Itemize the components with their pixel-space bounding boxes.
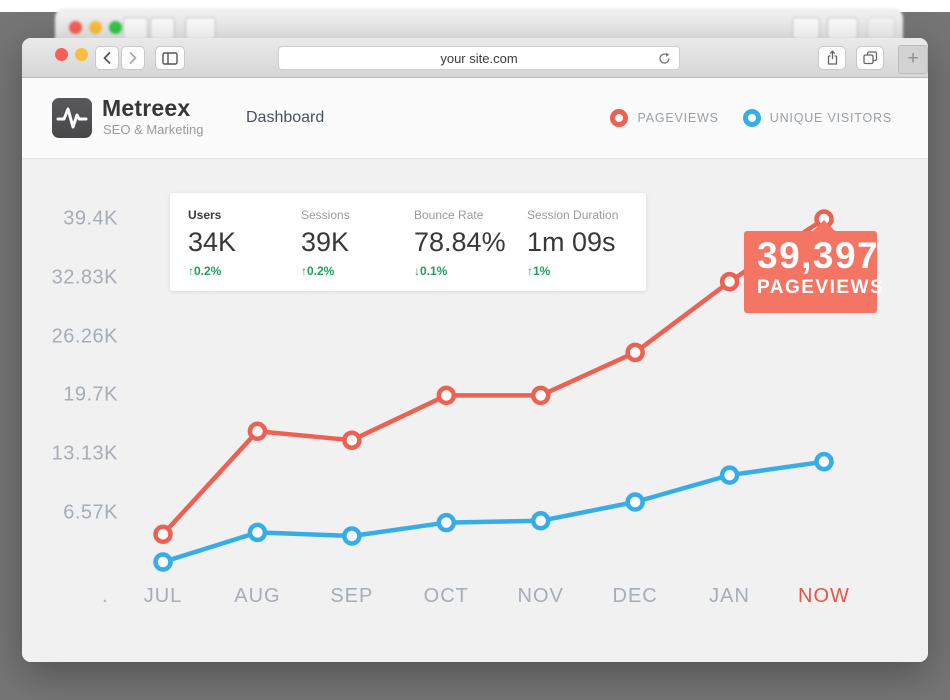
line-chart-plot	[153, 209, 834, 572]
chart-legend: PAGEVIEWS UNIQUE VISITORS	[610, 78, 892, 158]
background-traffic-lights	[69, 21, 122, 34]
legend-label: PAGEVIEWS	[637, 111, 719, 125]
close-icon	[69, 21, 82, 34]
stats-card: Users 34K ↑0.2% Sessions 39K ↑0.2% Bounce Rate…	[170, 193, 646, 291]
new-tab-button	[867, 17, 895, 40]
y-axis-tick: 32.83K	[51, 266, 118, 289]
data-point[interactable]	[342, 430, 362, 450]
metreex-logo	[52, 98, 92, 138]
back-button	[123, 17, 148, 40]
stat-bounce-rate: Bounce Rate 78.84% ↓0.1%	[414, 208, 527, 291]
series-line-pageviews	[160, 216, 827, 537]
browser-toolbar: your site.com +	[22, 38, 928, 78]
data-point[interactable]	[247, 522, 268, 543]
sidebar-icon	[162, 51, 178, 65]
tabs-button	[827, 17, 858, 40]
y-axis-tick: 26.26K	[51, 325, 118, 348]
tooltip-label: PAGEVIEWS	[757, 276, 885, 298]
series-line-unique-visitors	[160, 459, 827, 565]
y-axis-tick: 39.4K	[63, 207, 118, 230]
data-point[interactable]	[814, 451, 834, 472]
close-icon[interactable]	[55, 48, 68, 61]
stat-users: Users 34K ↑0.2%	[188, 208, 301, 291]
refresh-icon	[659, 52, 670, 64]
x-axis-label-dec: DEC	[612, 585, 658, 607]
data-point[interactable]	[625, 492, 645, 512]
share-button	[792, 17, 820, 40]
data-point[interactable]	[153, 552, 173, 572]
x-axis-prefix-dot: .	[102, 585, 108, 607]
brand-tagline: SEO & Marketing	[103, 122, 204, 137]
stat-value: 1m 09s	[527, 227, 616, 257]
data-point[interactable]	[342, 526, 362, 546]
data-point[interactable]	[719, 465, 740, 485]
chart-area: Users 34K ↑0.2% Sessions 39K ↑0.2% Bounce Rate…	[22, 159, 928, 662]
data-point[interactable]	[530, 385, 551, 406]
zoom-icon	[109, 21, 122, 34]
sidebar-toggle-button[interactable]	[155, 46, 185, 70]
chevron-left-icon	[103, 52, 111, 64]
minimize-icon[interactable]	[75, 48, 88, 61]
x-axis-label-jul: JUL	[143, 585, 183, 607]
y-axis-tick: 6.57K	[63, 501, 118, 524]
data-point[interactable]	[530, 511, 551, 531]
x-axis-label-oct: OCT	[423, 585, 469, 607]
data-point[interactable]	[625, 342, 645, 363]
legend-swatch-icon	[610, 109, 629, 127]
share-icon	[827, 50, 837, 65]
data-point[interactable]	[436, 385, 457, 406]
chevron-right-icon	[129, 52, 137, 64]
plus-icon: +	[907, 48, 919, 69]
url-text: your site.com	[440, 50, 518, 66]
stat-label: Users	[188, 208, 222, 222]
address-bar[interactable]: your site.com	[278, 46, 680, 70]
x-axis-label-sep: SEP	[330, 585, 374, 607]
refresh-button[interactable]	[657, 51, 672, 69]
new-tab-button[interactable]: +	[898, 45, 928, 74]
x-axis-label-aug: AUG	[234, 585, 281, 607]
tabs-overview-icon	[862, 51, 877, 65]
stat-session-duration: Session Duration 1m 09s ↑1%	[527, 208, 618, 291]
tooltip-value: 39,397	[757, 235, 880, 276]
stat-label: Sessions	[301, 208, 350, 222]
forward-button[interactable]	[121, 46, 145, 70]
sidebar-toggle	[185, 17, 216, 40]
stat-label: Bounce Rate	[414, 208, 484, 222]
tabs-button[interactable]	[856, 46, 884, 70]
stat-value: 34K	[188, 227, 237, 257]
share-button[interactable]	[818, 46, 846, 70]
stat-label: Session Duration	[527, 208, 619, 222]
legend-item-unique-visitors[interactable]: UNIQUE VISITORS	[742, 109, 892, 127]
data-point[interactable]	[719, 271, 740, 292]
stat-change: ↑0.2%	[188, 264, 222, 278]
minimize-icon	[89, 21, 102, 34]
stat-change: ↓0.1%	[414, 264, 448, 278]
pageviews-tooltip: 39,397 PAGEVIEWS	[744, 220, 885, 313]
forward-button	[150, 17, 175, 40]
page-title: Dashboard	[246, 109, 325, 126]
brand-name: Metreex	[102, 95, 191, 121]
browser-window: your site.com +	[22, 38, 928, 662]
legend-label: UNIQUE VISITORS	[769, 111, 892, 125]
data-point[interactable]	[153, 524, 173, 544]
stat-change: ↑0.2%	[301, 264, 335, 278]
stat-value: 39K	[301, 227, 350, 257]
data-point[interactable]	[436, 512, 457, 533]
stat-change: ↑1%	[527, 264, 551, 278]
legend-item-pageviews[interactable]: PAGEVIEWS	[610, 109, 718, 127]
back-button[interactable]	[95, 46, 119, 70]
pulse-wave-icon	[56, 107, 88, 129]
legend-swatch-icon	[742, 109, 761, 127]
data-point[interactable]	[247, 421, 268, 441]
x-axis-label-nov: NOV	[517, 585, 564, 607]
y-axis-tick: 19.7K	[63, 383, 118, 406]
dashboard-header: Metreex SEO & Marketing Dashboard PAGEVI…	[22, 78, 928, 159]
x-axis-label-now: NOW	[798, 585, 850, 607]
x-axis-label-jan: JAN	[709, 585, 750, 607]
stat-sessions: Sessions 39K ↑0.2%	[301, 208, 414, 291]
stat-value: 78.84%	[414, 227, 506, 257]
y-axis-tick: 13.13K	[51, 442, 118, 465]
